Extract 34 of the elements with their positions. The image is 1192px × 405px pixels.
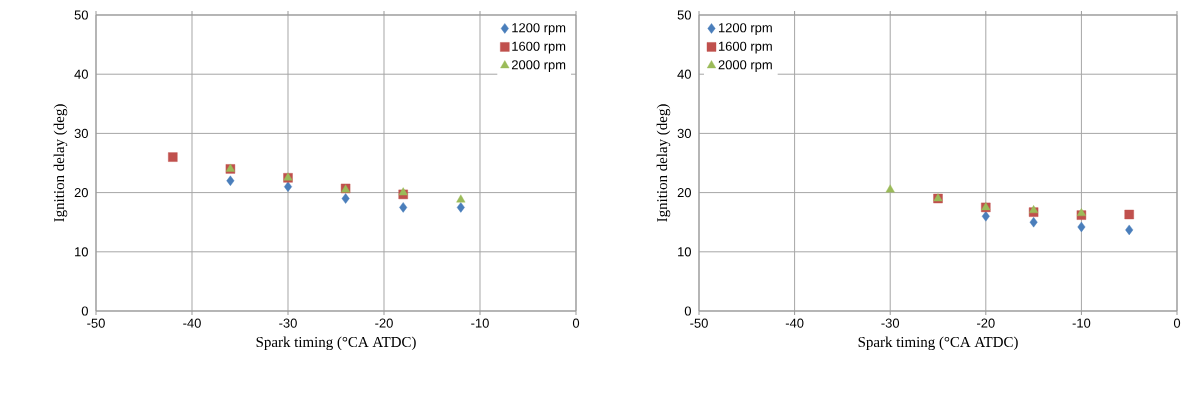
y-tick-label: 20 [677,188,691,198]
legend-label: 1200 rpm [718,23,772,35]
x-tick-label: -20 [375,318,393,328]
legend-label: 1200 rpm [512,23,566,35]
x-tick-label: -10 [1072,318,1091,328]
x-tick-label: -50 [690,318,708,328]
y-tick-label: 30 [74,128,88,138]
x-axis-title: Spark timing (°CA ATDC) [256,336,416,351]
y-tick-label: 10 [75,247,88,257]
x-tick-label: -30 [881,318,900,328]
y-tick-label: 30 [677,128,691,138]
x-axis-title: Spark timing (°CA ATDC) [858,336,1018,351]
x-tick-label: -40 [183,318,201,328]
legend-label: 1600 rpm [512,41,566,54]
x-tick-label: 0 [1173,318,1181,328]
x-tick-label: -20 [977,318,995,328]
x-tick-label: 0 [572,318,580,328]
y-tick-label: 50 [677,10,691,20]
y-tick-label: 0 [81,306,88,316]
legend-label: 1600 rpm [718,41,772,54]
x-tick-label: -30 [279,318,297,328]
legend-label: 2000 rpm [511,60,566,72]
x-tick-label: -10 [471,318,489,328]
y-axis-title: Ignition delay (deg) [656,104,671,222]
y-tick-label: 40 [74,69,88,79]
x-tick-label: -50 [87,318,105,328]
y-tick-label: 10 [678,247,691,257]
y-tick-label: 0 [684,306,691,316]
y-axis-title: Ignition delay (deg) [53,104,68,222]
legend-label: 2000 rpm [718,60,772,72]
x-tick-label: -40 [785,318,804,328]
y-tick-label: 50 [74,10,88,20]
y-tick-label: 40 [677,69,691,79]
y-tick-label: 20 [74,188,88,198]
